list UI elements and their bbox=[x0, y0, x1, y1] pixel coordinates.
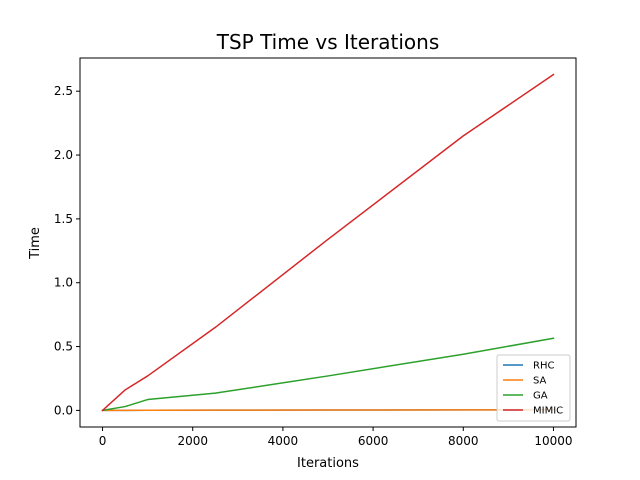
x-tick-label: 6000 bbox=[358, 434, 389, 448]
legend-label-mimic: MIMIC bbox=[533, 406, 563, 417]
x-axis-ticks: 0 2000 4000 6000 8000 10000 bbox=[99, 427, 573, 448]
y-tick-label: 0.5 bbox=[54, 340, 73, 354]
y-tick-label: 1.5 bbox=[54, 212, 73, 226]
plot-lines bbox=[101, 73, 555, 412]
chart-title: TSP Time vs Iterations bbox=[216, 30, 440, 54]
series-line-mimic bbox=[101, 73, 555, 412]
plot-frame bbox=[79, 57, 577, 428]
legend-label-sa: SA bbox=[533, 376, 547, 387]
legend-label-rhc: RHC bbox=[533, 361, 554, 372]
legend-box bbox=[496, 354, 571, 422]
series-line-sa bbox=[101, 409, 555, 412]
series-line-ga bbox=[101, 337, 555, 412]
x-tick-label: 0 bbox=[99, 434, 107, 448]
y-tick-label: 0.0 bbox=[54, 403, 73, 417]
legend-label-ga: GA bbox=[533, 391, 548, 402]
y-tick-label: 1.0 bbox=[54, 276, 73, 290]
legend: RHC SA GA MIMIC bbox=[496, 354, 571, 422]
y-tick-label: 2.0 bbox=[54, 148, 73, 162]
y-tick-label: 2.5 bbox=[54, 84, 73, 98]
x-tick-label: 10000 bbox=[534, 434, 572, 448]
y-axis-label: Time bbox=[28, 227, 43, 260]
y-axis-ticks: 0.0 0.5 1.0 1.5 2.0 2.5 bbox=[54, 84, 80, 417]
x-axis-label: Iterations bbox=[297, 456, 359, 471]
legend-items: RHC SA GA MIMIC bbox=[503, 361, 563, 417]
x-tick-label: 2000 bbox=[177, 434, 208, 448]
x-tick-label: 8000 bbox=[448, 434, 479, 448]
x-tick-label: 4000 bbox=[268, 434, 299, 448]
